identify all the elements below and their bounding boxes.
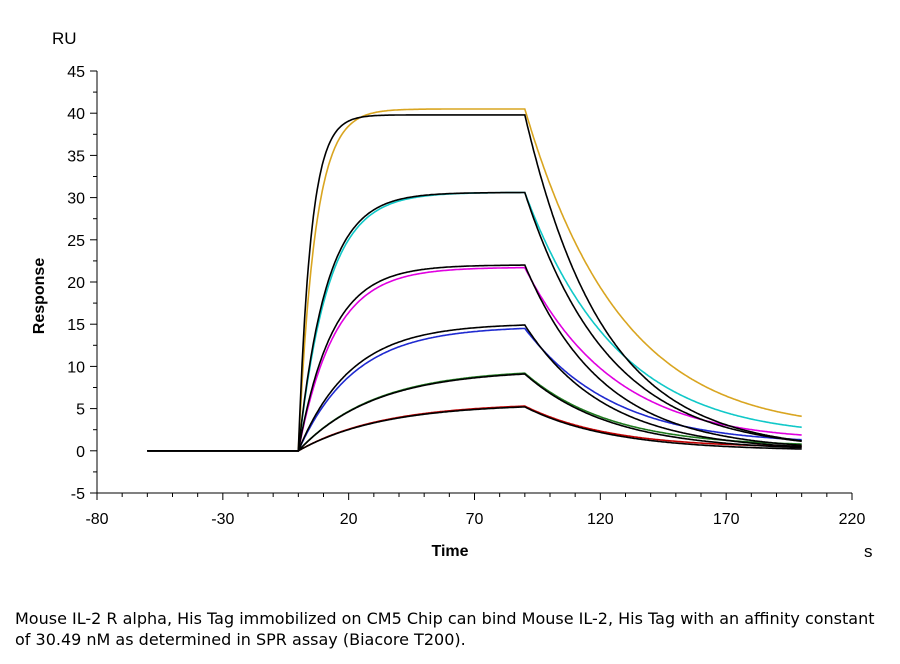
y-tick-label: 0 xyxy=(76,444,85,461)
y-tick-label: 30 xyxy=(67,191,85,208)
axes: -5 0 5 10 15 20 25 30 35 40 45 -80 -30 20 70 120 170 220 xyxy=(67,64,865,528)
y-tick-label: 40 xyxy=(67,106,85,123)
figure-caption: Mouse IL-2 R alpha, His Tag immobilized … xyxy=(15,609,875,649)
fit-line-1 xyxy=(147,406,802,452)
y-tick-label: 45 xyxy=(67,64,85,81)
y-tick-label: 15 xyxy=(67,317,85,334)
y-tick-label: 5 xyxy=(76,402,85,419)
x-axis-title: Time xyxy=(431,543,468,560)
y-tick-label: -5 xyxy=(71,486,85,503)
x-tick-label: -80 xyxy=(85,511,108,528)
fit-line-6 xyxy=(147,114,802,452)
y-tick-label: 10 xyxy=(67,359,85,376)
x-tick-label: 120 xyxy=(587,511,614,528)
y-tick-label: 25 xyxy=(67,233,85,250)
y-axis-title: Response xyxy=(31,258,48,335)
y-unit-label: RU xyxy=(52,29,77,48)
x-unit-label: s xyxy=(864,542,873,561)
fit-line-5 xyxy=(147,191,802,452)
plot-area xyxy=(147,108,802,452)
series-line-4 xyxy=(147,266,802,452)
y-tick-label: 35 xyxy=(67,148,85,165)
series-line-5 xyxy=(147,191,802,452)
spr-sensorgram-chart: RU Response Time s -5051015202530354045-… xyxy=(31,29,873,561)
series-line-6 xyxy=(147,108,802,452)
series-line-1 xyxy=(147,405,802,452)
x-tick-label: -30 xyxy=(211,511,234,528)
fit-line-4 xyxy=(147,264,802,452)
y-tick-label: 20 xyxy=(67,275,85,292)
x-tick-label: 70 xyxy=(466,511,484,528)
x-tick-label: 220 xyxy=(839,511,866,528)
x-tick-label: 20 xyxy=(340,511,358,528)
x-tick-label: 170 xyxy=(713,511,740,528)
